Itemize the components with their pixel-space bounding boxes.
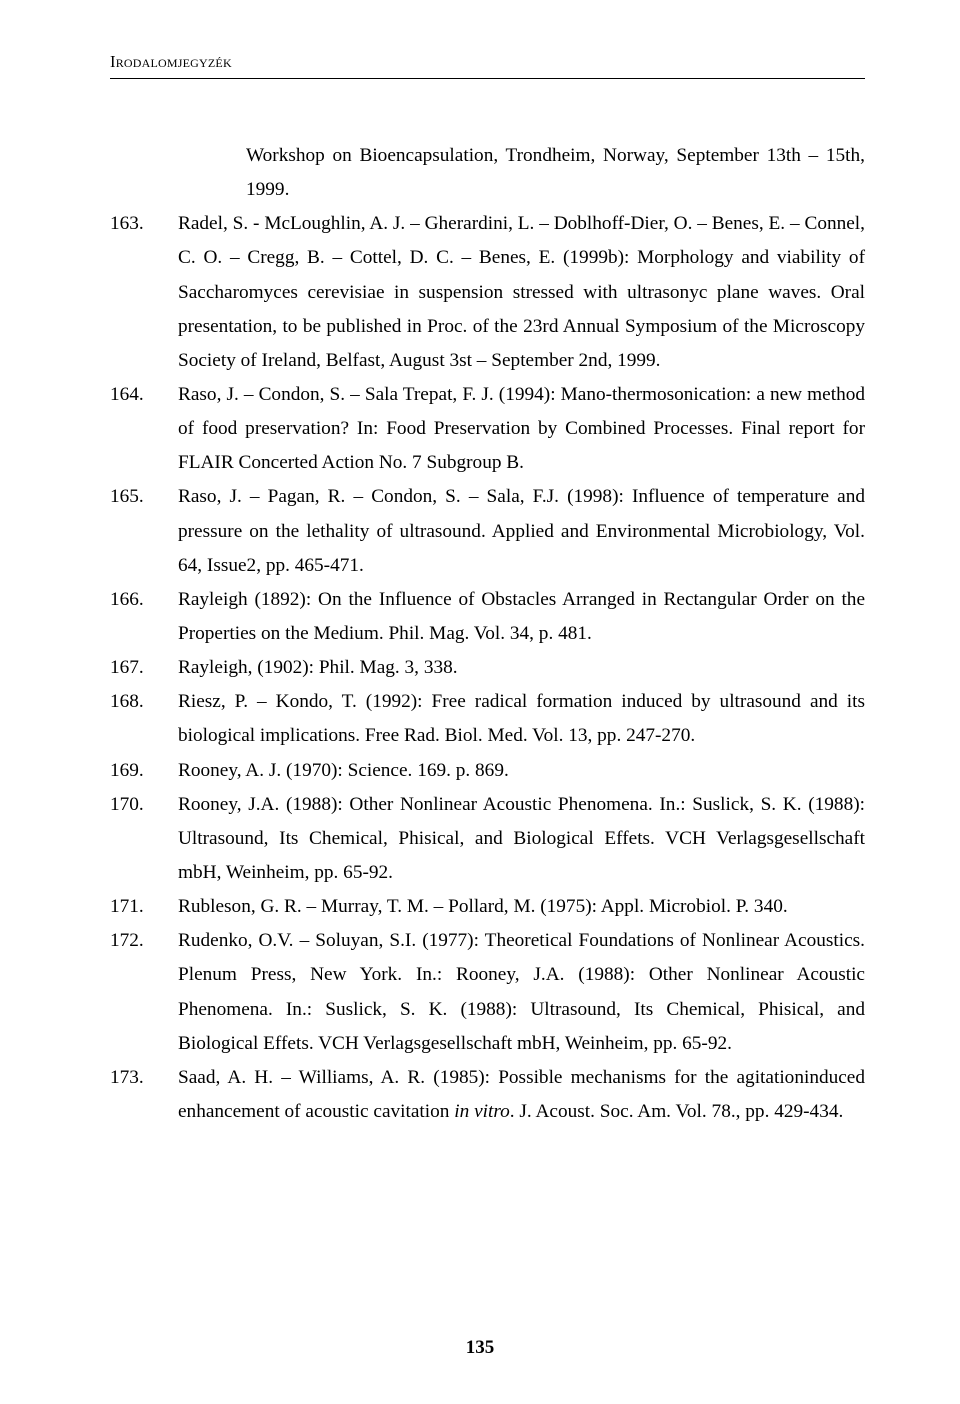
- reference-number: [110, 139, 178, 207]
- reference-entry: Workshop on Bioencapsulation, Trondheim,…: [110, 139, 865, 207]
- reference-text: Rudenko, O.V. – Soluyan, S.I. (1977): Th…: [178, 924, 865, 1061]
- page-number: 135: [0, 1337, 960, 1359]
- reference-text: Rubleson, G. R. – Murray, T. M. – Pollar…: [178, 890, 865, 924]
- running-header: Irodalomjegyzék: [110, 52, 865, 72]
- reference-text: Rooney, J.A. (1988): Other Nonlinear Aco…: [178, 788, 865, 890]
- references-list: Workshop on Bioencapsulation, Trondheim,…: [110, 139, 865, 1129]
- reference-text: Radel, S. - McLoughlin, A. J. – Gherardi…: [178, 207, 865, 378]
- reference-number: 165.: [110, 480, 178, 582]
- reference-number: 166.: [110, 583, 178, 651]
- reference-entry: 171. Rubleson, G. R. – Murray, T. M. – P…: [110, 890, 865, 924]
- reference-text: Saad, A. H. – Williams, A. R. (1985): Po…: [178, 1061, 865, 1129]
- reference-entry: 167. Rayleigh, (1902): Phil. Mag. 3, 338…: [110, 651, 865, 685]
- reference-entry: 166. Rayleigh (1892): On the Influence o…: [110, 583, 865, 651]
- reference-text: Rayleigh (1892): On the Influence of Obs…: [178, 583, 865, 651]
- reference-number: 167.: [110, 651, 178, 685]
- reference-text: Riesz, P. – Kondo, T. (1992): Free radic…: [178, 685, 865, 753]
- reference-entry: 173. Saad, A. H. – Williams, A. R. (1985…: [110, 1061, 865, 1129]
- reference-entry: 170. Rooney, J.A. (1988): Other Nonlinea…: [110, 788, 865, 890]
- reference-number: 172.: [110, 924, 178, 1061]
- reference-text: Raso, J. – Pagan, R. – Condon, S. – Sala…: [178, 480, 865, 582]
- reference-entry: 163. Radel, S. - McLoughlin, A. J. – Ghe…: [110, 207, 865, 378]
- reference-number: 171.: [110, 890, 178, 924]
- reference-entry: 172. Rudenko, O.V. – Soluyan, S.I. (1977…: [110, 924, 865, 1061]
- reference-text: Workshop on Bioencapsulation, Trondheim,…: [178, 139, 865, 207]
- reference-text-italic: in vitro: [454, 1101, 510, 1122]
- reference-text-post: . J. Acoust. Soc. Am. Vol. 78., pp. 429-…: [510, 1101, 844, 1122]
- header-rule: [110, 78, 865, 79]
- reference-entry: 169. Rooney, A. J. (1970): Science. 169.…: [110, 754, 865, 788]
- reference-number: 169.: [110, 754, 178, 788]
- reference-entry: 165. Raso, J. – Pagan, R. – Condon, S. –…: [110, 480, 865, 582]
- reference-number: 170.: [110, 788, 178, 890]
- reference-number: 173.: [110, 1061, 178, 1129]
- reference-number: 163.: [110, 207, 178, 378]
- page: Irodalomjegyzék Workshop on Bioencapsula…: [0, 0, 960, 1404]
- reference-number: 168.: [110, 685, 178, 753]
- reference-number: 164.: [110, 378, 178, 480]
- reference-entry: 164. Raso, J. – Condon, S. – Sala Trepat…: [110, 378, 865, 480]
- reference-entry: 168. Riesz, P. – Kondo, T. (1992): Free …: [110, 685, 865, 753]
- reference-text: Rayleigh, (1902): Phil. Mag. 3, 338.: [178, 651, 865, 685]
- reference-text: Raso, J. – Condon, S. – Sala Trepat, F. …: [178, 378, 865, 480]
- reference-text: Rooney, A. J. (1970): Science. 169. p. 8…: [178, 754, 865, 788]
